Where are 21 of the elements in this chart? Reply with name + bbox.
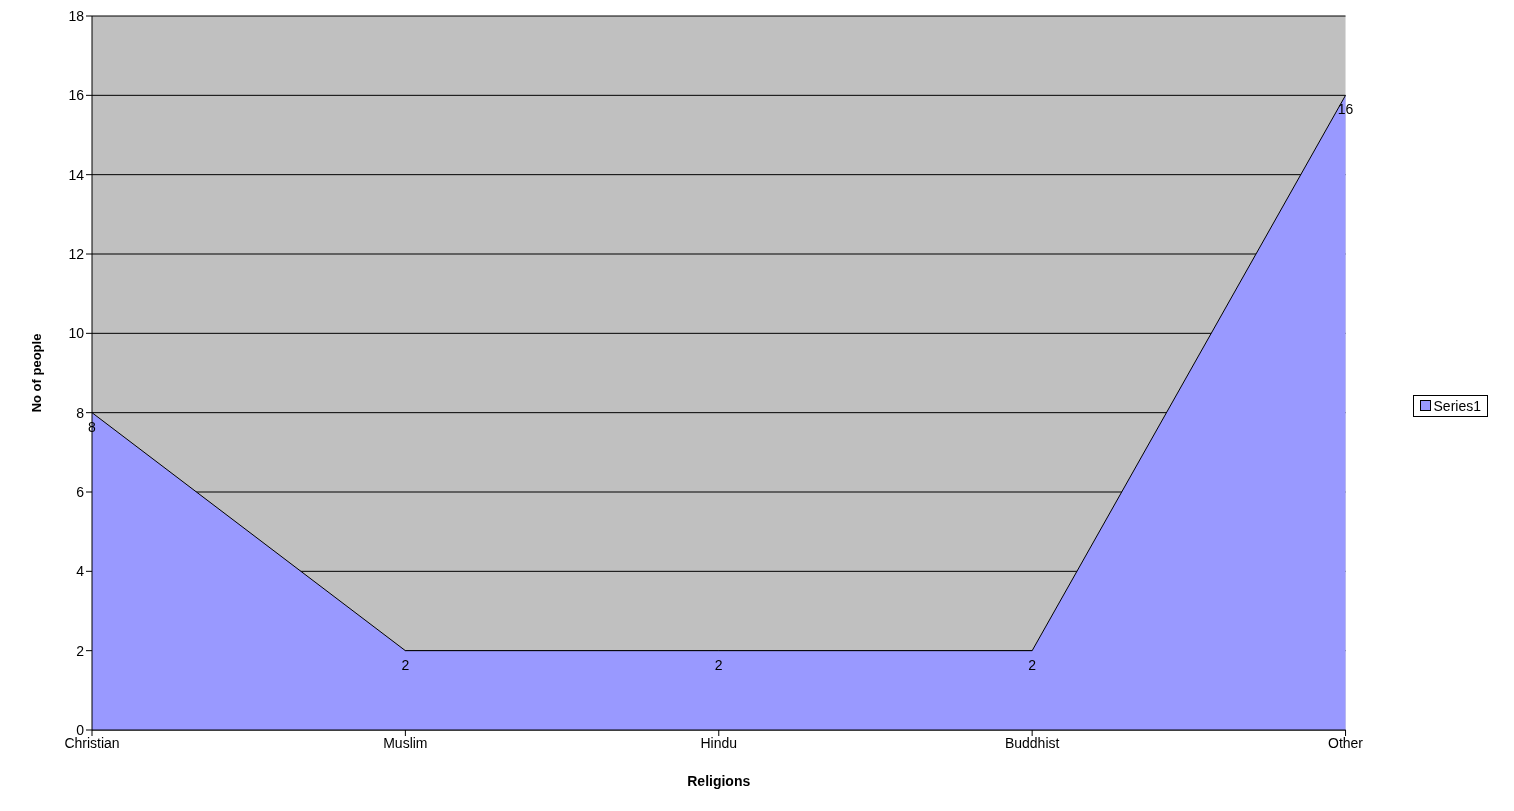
y-tick-label: 14	[68, 166, 85, 183]
y-tick-label: 4	[76, 563, 85, 580]
x-tick-label: Other	[1328, 734, 1364, 751]
y-tick-label: 18	[68, 7, 85, 24]
x-tick-label: Buddhist	[1004, 734, 1060, 751]
y-tick-label: 12	[68, 245, 85, 262]
data-label: 2	[1028, 656, 1037, 673]
y-tick-label: 10	[68, 325, 85, 342]
x-axis-title: Religions	[687, 773, 751, 789]
legend-label: Series1	[1433, 397, 1481, 414]
y-axis-title: No of people	[28, 333, 44, 413]
data-label: 16	[1337, 101, 1354, 118]
data-label: 2	[714, 656, 723, 673]
y-tick-label: 16	[68, 87, 85, 104]
y-tick-label: 8	[76, 404, 85, 421]
data-label: 2	[401, 656, 410, 673]
y-tick-label: 2	[76, 642, 85, 659]
y-tick-label: 6	[76, 483, 85, 500]
x-tick-label: Hindu	[700, 734, 738, 751]
data-label: 8	[88, 418, 97, 435]
x-tick-label: Muslim	[383, 734, 428, 751]
